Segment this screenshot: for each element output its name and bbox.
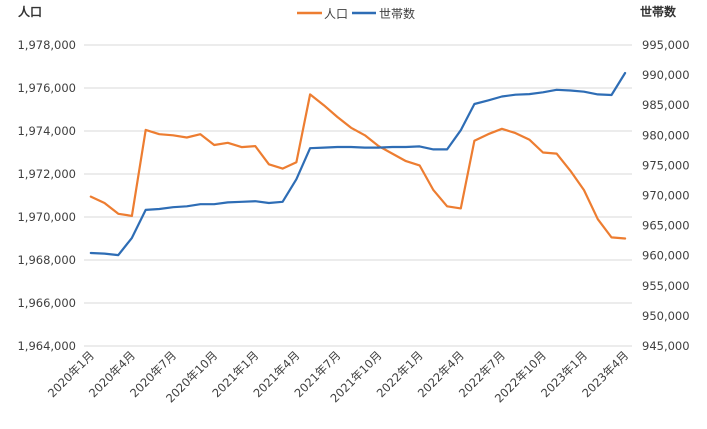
- left-tick-label: 1,968,000: [17, 253, 76, 267]
- series-lines: [89, 71, 627, 257]
- left-tick-label: 1,976,000: [17, 81, 76, 95]
- left-tick-label: 1,964,000: [17, 339, 76, 353]
- left-axis-ticks: 1,964,000 1,966,000 1,968,000 1,970,000 1,97…: [17, 38, 76, 353]
- right-tick-label: 975,000: [642, 158, 690, 172]
- legend: 人口 世帯数: [297, 6, 415, 21]
- left-tick-label: 1,970,000: [17, 210, 76, 224]
- left-tick-label: 1,974,000: [17, 124, 76, 138]
- right-tick-label: 995,000: [642, 38, 690, 52]
- legend-label-population: 人口: [324, 7, 348, 21]
- right-tick-label: 945,000: [642, 339, 690, 353]
- right-tick-label: 985,000: [642, 98, 690, 112]
- right-tick-label: 955,000: [642, 279, 690, 293]
- series-line-population: [89, 93, 627, 240]
- series-line-households: [89, 71, 627, 257]
- right-tick-label: 950,000: [642, 309, 690, 323]
- left-tick-label: 1,972,000: [17, 167, 76, 181]
- legend-label-households: 世帯数: [379, 6, 415, 21]
- right-tick-label: 965,000: [642, 219, 690, 233]
- right-axis-title: 世帯数: [640, 4, 677, 19]
- right-axis-ticks: 945,000 950,000 955,000 960,000 965,000 970,0…: [642, 38, 690, 353]
- left-axis-title: 人口: [18, 4, 42, 19]
- right-tick-label: 960,000: [642, 249, 690, 263]
- left-tick-label: 1,966,000: [17, 296, 76, 310]
- right-tick-label: 970,000: [642, 189, 690, 203]
- right-tick-label: 990,000: [642, 68, 690, 82]
- right-tick-label: 980,000: [642, 128, 690, 142]
- left-tick-label: 1,978,000: [17, 38, 76, 52]
- x-axis-ticks: 2020年1月2020年4月2020年7月2020年10月2021年1月2021…: [45, 348, 631, 405]
